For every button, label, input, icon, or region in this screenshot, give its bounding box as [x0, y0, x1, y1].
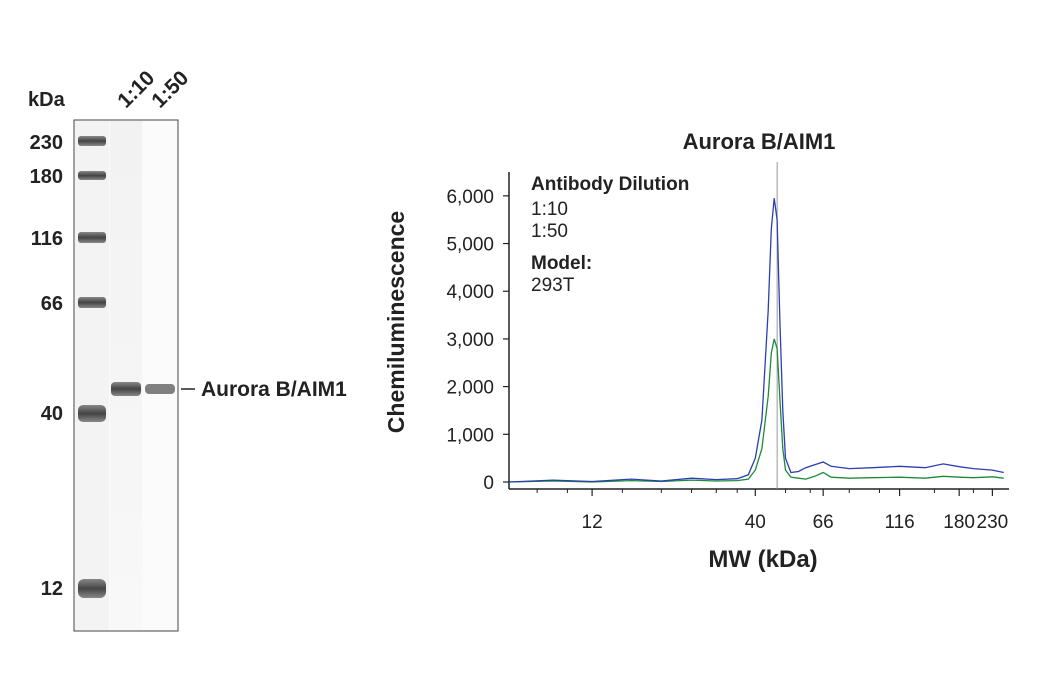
- plot-area: [508, 162, 1004, 489]
- model-value: 293T: [531, 275, 575, 296]
- sample-band-1: [111, 382, 141, 396]
- ladder-label-40: 40: [41, 403, 63, 425]
- model-title: Model:: [531, 253, 592, 274]
- legend-item-1: 1:10: [531, 199, 568, 220]
- ladder-band-12: [78, 579, 106, 598]
- ladder-band-40: [78, 405, 106, 422]
- lane-2: [143, 121, 177, 630]
- ladder-band-116: [78, 232, 106, 243]
- x-tick-label-5: 230: [977, 512, 1009, 533]
- ladder-band-230: [78, 136, 106, 146]
- ladder-label-66: 66: [41, 293, 63, 315]
- y-tick-label-0: 0: [483, 473, 494, 494]
- sample-band-2: [145, 384, 175, 394]
- x-tick-label-1: 40: [745, 512, 766, 533]
- legend-item-2: 1:50: [531, 221, 568, 242]
- ladder-label-12: 12: [41, 578, 63, 600]
- blot-panel: kDa 1:10 1:50 230 180 116 66 40 12 Auror…: [28, 67, 347, 632]
- axes: 0 1,000 2,000 3,000 4,000 5,000 6,000 12 40 66 116…: [446, 172, 1009, 533]
- x-axis-label: MW (kDa): [708, 546, 817, 573]
- y-tick-label-1: 1,000: [446, 425, 494, 446]
- legend-title: Antibody Dilution: [531, 174, 689, 195]
- ladder-band-66: [78, 297, 106, 308]
- ladder-label-180: 180: [30, 166, 63, 188]
- x-tick-label-0: 12: [582, 512, 603, 533]
- y-tick-label-4: 4,000: [446, 282, 494, 303]
- y-tick-label-3: 3,000: [446, 330, 494, 351]
- ladder-lane: [75, 121, 109, 630]
- y-tick-label-5: 5,000: [446, 235, 494, 256]
- series-line-1-10: [508, 198, 1004, 483]
- kda-label: kDa: [28, 89, 66, 111]
- y-axis-label: Chemiluminescence: [383, 211, 409, 433]
- y-tick-label-6: 6,000: [446, 187, 494, 208]
- ladder-label-116: 116: [31, 228, 63, 250]
- ladder-label-230: 230: [30, 132, 63, 154]
- x-tick-label-2: 66: [813, 512, 834, 533]
- band-label: Aurora B/AIM1: [201, 378, 347, 401]
- chart-title: Aurora B/AIM1: [683, 129, 836, 154]
- ladder-band-180: [78, 171, 106, 180]
- lane-1: [110, 121, 142, 630]
- x-tick-label-4: 180: [943, 512, 975, 533]
- series-line-1-50: [508, 338, 1004, 483]
- x-tick-label-3: 116: [884, 512, 914, 533]
- y-tick-label-2: 2,000: [446, 378, 494, 399]
